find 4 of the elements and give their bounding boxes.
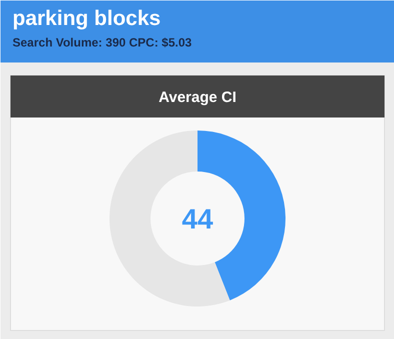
- text: Average CI: [158, 89, 236, 106]
- chart-subtitle: Search Volume: 390 CPC: $5.03: [12, 36, 192, 50]
- chart-title: parking blocks: [12, 7, 161, 30]
- text: 44: [182, 204, 214, 234]
